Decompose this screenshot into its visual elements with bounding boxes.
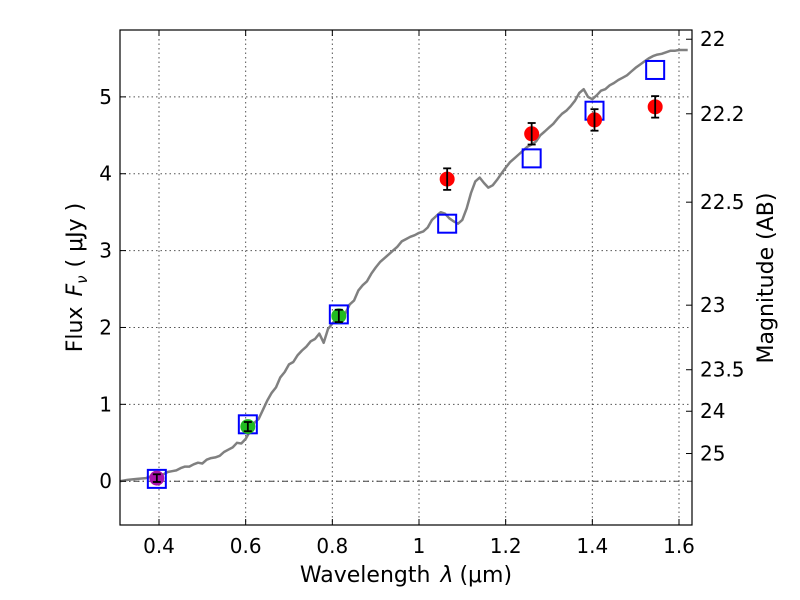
y-tick-label: 5: [99, 85, 112, 109]
x-tick-label: 0.6: [230, 534, 262, 558]
y-axis-title-unit: ( μJy ): [63, 203, 88, 268]
model-flux-square: [146, 468, 167, 489]
y2-tick-label: 22.5: [700, 190, 745, 214]
y-axis-title-text: Flux: [63, 306, 88, 352]
y-tick-label: 3: [99, 239, 112, 263]
y2-tick-label: 22.2: [700, 102, 745, 126]
plot-frame: [119, 29, 693, 526]
y-axis-title: Flux Fν ( μJy ): [63, 203, 91, 352]
y-axis-title-subscript: ν: [73, 275, 91, 283]
y-tick-label: 0: [99, 469, 112, 493]
x-tick-label: 1.6: [663, 534, 695, 558]
ticks: 0.4 0.6 0.8 1 1.2 1.4 1.60123452222.222.52323.…: [99, 27, 744, 558]
x-axis-title-symbol: λ: [439, 563, 453, 588]
x-tick-label: 1.4: [576, 534, 608, 558]
x-axis-title-text: Wavelength: [300, 563, 431, 588]
grid: [120, 30, 692, 525]
spectrum-path: [119, 48, 688, 483]
observed-points: [149, 95, 663, 486]
model-flux-square: [645, 59, 666, 80]
model-flux-squares: [146, 59, 666, 489]
x-axis-title: Wavelength λ (μm): [300, 563, 512, 588]
x-axis-title-unit: (μm): [459, 563, 512, 588]
y-tick-label: 4: [99, 162, 112, 186]
model-flux-square: [437, 213, 458, 234]
y2-tick-label: 23: [700, 293, 725, 317]
y-axis-title-symbol: F: [63, 283, 88, 296]
y2-axis-title: Magnitude (AB): [754, 193, 779, 364]
y2-tick-label: 23.5: [700, 358, 745, 382]
y2-tick-label: 24: [700, 399, 725, 423]
y-tick-label: 2: [99, 315, 112, 339]
y-tick-label: 1: [99, 392, 112, 416]
x-tick-label: 0.4: [143, 534, 175, 558]
x-tick-label: 1.2: [490, 534, 522, 558]
y2-tick-label: 25: [700, 442, 725, 466]
x-tick-label: 0.8: [316, 534, 348, 558]
x-tick-label: 1: [413, 534, 426, 558]
model-flux-square: [521, 148, 542, 169]
y2-tick-label: 22: [700, 27, 725, 51]
model-spectrum-line: [119, 48, 688, 483]
